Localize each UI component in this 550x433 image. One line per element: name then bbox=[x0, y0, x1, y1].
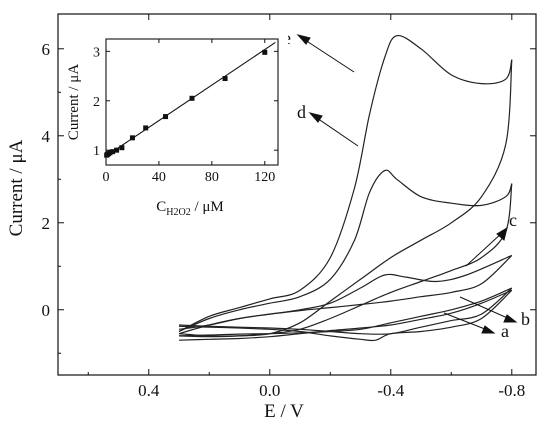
inset-x-label-unit: / μM bbox=[191, 199, 224, 215]
inset-axis-ticks: 0 40 80 120 1 2 3 bbox=[93, 39, 278, 185]
inset-y-tick-label: 1 bbox=[93, 144, 100, 159]
inset-x-tick-label: 80 bbox=[205, 170, 219, 185]
curve-label-b: b bbox=[521, 309, 530, 329]
y-tick-label: 2 bbox=[42, 214, 51, 233]
y-tick-label: 0 bbox=[42, 301, 51, 320]
curve-label-d: d bbox=[297, 102, 306, 122]
cv-curve-a-forward bbox=[178, 287, 513, 337]
inset-data-point bbox=[107, 150, 113, 156]
inset-y-tick-label: 2 bbox=[93, 95, 100, 110]
main-curves bbox=[178, 34, 513, 342]
pointer-arrow-e bbox=[296, 34, 355, 73]
inset-x-tick-label: 40 bbox=[152, 170, 166, 185]
inset-plot-frame bbox=[105, 38, 279, 166]
pointer-arrow-d bbox=[308, 112, 359, 147]
pointer-arrow-b bbox=[459, 296, 518, 323]
curve-labels: e d c b a bbox=[283, 28, 530, 341]
pointer-arrow-c bbox=[465, 226, 508, 267]
inset-calibration-plot bbox=[104, 42, 276, 158]
cv-curve-b-forward bbox=[178, 289, 513, 341]
pointer-arrow-a bbox=[443, 312, 496, 334]
inset-data-point bbox=[110, 149, 116, 155]
inset-x-tick-label: 0 bbox=[103, 170, 110, 185]
inset-data-point bbox=[163, 114, 169, 120]
inset-y-tick-label: 3 bbox=[93, 45, 100, 60]
cv-curve-b-reverse bbox=[178, 289, 513, 342]
y-tick-label: 4 bbox=[42, 127, 51, 146]
inset-x-label-subscript: H2O2 bbox=[166, 207, 190, 218]
inset-data-point bbox=[129, 135, 135, 141]
cv-curve-e-forward bbox=[178, 34, 513, 333]
inset-data-point bbox=[143, 125, 149, 131]
inset-x-axis-label: CH2O2 / μM bbox=[156, 199, 224, 218]
y-tick-label: 6 bbox=[42, 40, 51, 59]
inset-data-point bbox=[222, 76, 228, 82]
cv-curve-c-reverse bbox=[178, 254, 513, 330]
inset-data-point bbox=[114, 147, 120, 153]
x-tick-label: 0.4 bbox=[138, 381, 160, 400]
inset-x-label-main: C bbox=[156, 199, 166, 215]
inset-data-point bbox=[262, 49, 268, 55]
main-axis-ticks: 0.4 0.0 -0.4 -0.8 0 2 4 6 bbox=[42, 14, 536, 400]
main-plot-frame bbox=[57, 13, 537, 376]
cv-curve-a-reverse bbox=[178, 287, 513, 335]
inset-background bbox=[66, 26, 288, 218]
inset-data-point bbox=[119, 145, 125, 151]
curve-label-a: a bbox=[501, 321, 509, 341]
x-tick-label: -0.8 bbox=[498, 381, 525, 400]
cv-curve-e-reverse bbox=[178, 59, 513, 338]
x-axis-label: E / V bbox=[264, 401, 304, 422]
curve-label-c: c bbox=[509, 210, 517, 230]
x-tick-label: -0.4 bbox=[377, 381, 404, 400]
x-tick-label: 0.0 bbox=[259, 381, 280, 400]
inset-y-axis-label: Current / μA bbox=[66, 64, 82, 141]
inset-x-tick-label: 120 bbox=[254, 170, 275, 185]
y-axis-label: Current / μA bbox=[6, 139, 27, 236]
inset-data-point bbox=[189, 95, 195, 101]
